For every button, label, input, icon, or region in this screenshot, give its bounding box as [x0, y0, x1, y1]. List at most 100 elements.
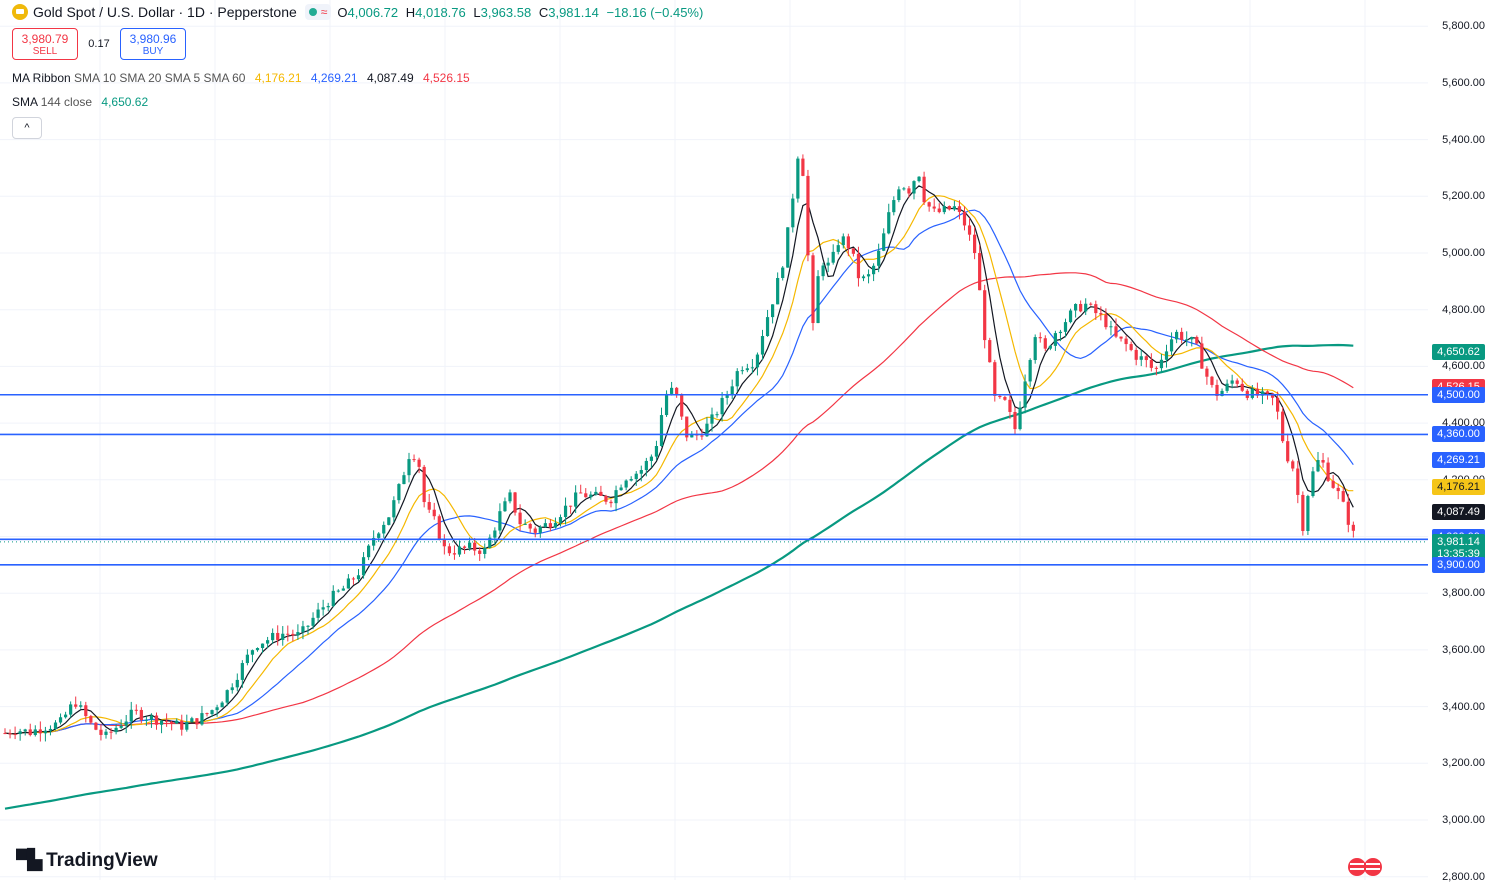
candle-body [1286, 441, 1290, 462]
candle-body [1311, 471, 1315, 497]
high-value: 4,018.76 [415, 4, 466, 20]
candle-body [523, 523, 527, 525]
candle-body [887, 212, 891, 234]
candle-body [629, 479, 633, 481]
candle-body [866, 274, 871, 277]
ma-ribbon-legend[interactable]: MA Ribbon SMA 10 SMA 20 SMA 5 SMA 60 4,1… [12, 71, 470, 85]
candle-body [1225, 383, 1229, 391]
candle-body [1089, 303, 1093, 305]
candle-body [952, 206, 956, 210]
candle-body [210, 710, 214, 715]
candle-body [134, 709, 138, 711]
buy-button[interactable]: 3,980.96 BUY [120, 28, 186, 60]
candle-body [1058, 331, 1063, 334]
sell-button[interactable]: 3,980.79 SELL [12, 28, 78, 60]
candle-body [882, 233, 886, 251]
candle-body [962, 211, 967, 226]
candle-body [513, 492, 517, 513]
sma144-line [4, 343, 1354, 810]
low-value: 3,963.58 [480, 4, 532, 20]
candle-body [1074, 304, 1078, 311]
data-delay-icon: ≈ [320, 5, 328, 19]
candle-body [745, 368, 749, 371]
candle-body [1164, 351, 1169, 360]
us-flag-icon[interactable] [1347, 857, 1383, 877]
candle-body [796, 158, 800, 199]
candle-body [700, 435, 704, 437]
candle-body [1316, 460, 1320, 472]
axis-tick-label: 4,600.00 [1442, 360, 1485, 373]
open-key: O [337, 4, 348, 20]
candle-body [978, 253, 982, 291]
candle-body [548, 523, 552, 528]
candle-body [1185, 339, 1189, 341]
candle-body [771, 304, 775, 318]
candle-body [250, 650, 255, 655]
candle-body [473, 542, 477, 551]
open-value: 4,006.72 [347, 4, 399, 20]
candle-body [690, 433, 694, 438]
chevron-up-icon: ^ [24, 122, 30, 134]
candle-body [1124, 338, 1128, 345]
tradingview-logo[interactable]: ▀▙ TradingView [16, 849, 158, 872]
axis-tick-label: 3,200.00 [1442, 757, 1485, 770]
candle-body [351, 578, 356, 580]
candle-body [957, 206, 962, 212]
candle-body [589, 494, 593, 498]
candle-body [760, 336, 765, 355]
candle-body [53, 722, 58, 729]
candle-body [316, 609, 320, 618]
collapse-legend-button[interactable]: ^ [12, 117, 42, 139]
candle-body [468, 542, 472, 548]
candle-body [442, 539, 446, 547]
candle-body [846, 236, 850, 249]
candle-body [1084, 303, 1088, 312]
candle-body [508, 492, 512, 502]
gold-symbol-icon [12, 4, 28, 20]
candle-body [1200, 343, 1204, 369]
candle-body [498, 511, 502, 531]
candle-body [609, 501, 613, 504]
candle-body [942, 206, 946, 213]
candle-body [1114, 326, 1118, 337]
candle-body [543, 523, 547, 528]
candle-body [1149, 360, 1153, 368]
candle-body [154, 715, 159, 725]
candle-body [341, 588, 345, 591]
candle-body [755, 354, 760, 368]
candle-body [659, 415, 664, 447]
symbol-title[interactable]: Gold Spot / U.S. Dollar · 1D · Peppersto… [33, 4, 297, 20]
axis-tick-label: 5,000.00 [1442, 247, 1485, 259]
candle-body [897, 189, 901, 201]
sma20-line [4, 209, 1354, 735]
candle-body [614, 490, 618, 504]
candle-body [457, 546, 462, 555]
candle-body [387, 517, 391, 525]
candle-body [1235, 380, 1239, 384]
candle-body [1134, 349, 1138, 360]
axis-tick-label: 5,800.00 [1442, 20, 1485, 33]
candle-body [710, 414, 714, 424]
candle-body [801, 158, 805, 176]
candle-body [1230, 380, 1234, 384]
sma-legend[interactable]: SMA 144 close 4,650.62 [12, 95, 148, 109]
candle-body [28, 729, 32, 736]
candle-body [831, 251, 835, 263]
close-value: 3,981.14 [548, 4, 599, 20]
candle-body [185, 722, 189, 730]
candle-body [1296, 468, 1300, 495]
candle-body [1099, 313, 1103, 315]
candle-body [23, 729, 27, 732]
candle-body [266, 640, 270, 644]
candle-body [1119, 336, 1123, 339]
candle-body [1028, 360, 1032, 382]
market-status[interactable]: ≈ [304, 4, 332, 20]
candle-body [3, 733, 7, 735]
candle-body [493, 530, 497, 538]
candle-body [1018, 407, 1022, 430]
candle-body [907, 188, 911, 194]
candle-body [377, 533, 381, 538]
axis-tick-label: 3,800.00 [1442, 587, 1485, 600]
candle-body [1048, 345, 1052, 349]
